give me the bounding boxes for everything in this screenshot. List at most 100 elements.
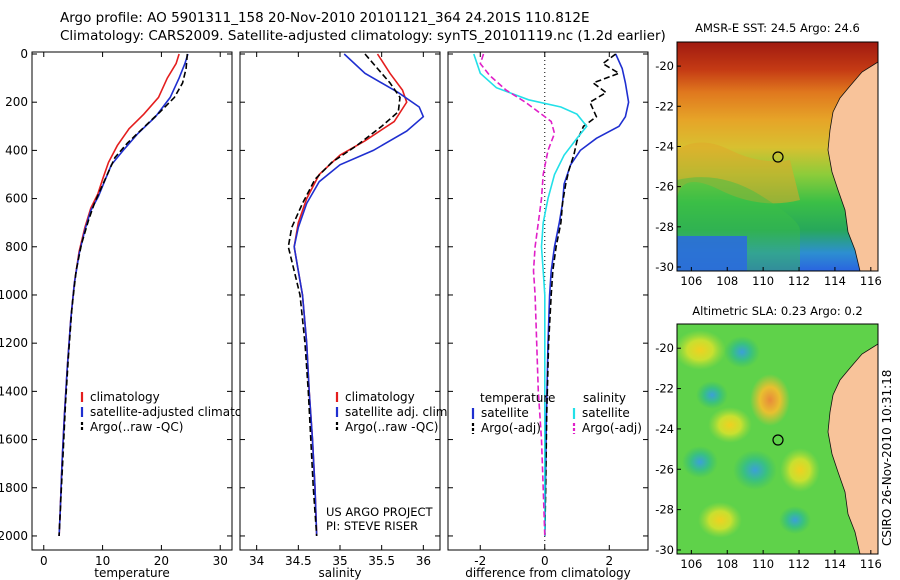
legend-entry: climatology (90, 390, 160, 404)
series-line-3 (287, 53, 401, 537)
map-y-tick-label: -30 (655, 260, 674, 274)
x-tick-label: -2 (474, 554, 486, 568)
x-tick-label: 35 (332, 554, 347, 568)
sla-map (677, 324, 878, 554)
legend-entry: Argo(..raw -QC) (90, 420, 183, 434)
map-y-tick-label: -28 (655, 220, 674, 234)
map-y-tick-label: -24 (655, 139, 674, 153)
x-axis-label: salinity (318, 566, 361, 580)
x-tick-label: 10 (95, 554, 110, 568)
map-x-tick-label: 106 (680, 274, 702, 288)
map-y-tick-label: -30 (655, 543, 674, 557)
y-tick-label: 400 (5, 143, 28, 157)
legend-entry: satellite adj. clim. (345, 405, 451, 419)
map-y-tick-label: -22 (655, 382, 674, 396)
map-y-tick-label: -26 (655, 462, 674, 476)
sla-high-5 (698, 502, 742, 538)
y-tick-label: 1000 (0, 288, 28, 302)
x-tick-label: 35.5 (368, 554, 395, 568)
legend-heading-salinity: salinity (583, 391, 626, 405)
map-y-tick-label: -20 (655, 59, 674, 73)
series-line-2 (293, 53, 425, 537)
map-axes: AMSR-E SST: 24.5 Argo: 24.6 106 108 110 112 1… (655, 21, 882, 288)
map-x-tick-label: 106 (680, 557, 702, 571)
profile-panel-1: 0 10 20 30 0 200 400 600 800 1000 1200 1400 1600 1800… (0, 47, 268, 580)
figure-title-line1: Argo profile: AO 5901311_158 20-Nov-2010… (60, 10, 590, 26)
sla-map-frame (676, 323, 879, 555)
x-tick-label: 0 (40, 554, 48, 568)
map-x-tick-label: 114 (824, 274, 846, 288)
panel-frame (447, 51, 649, 551)
sla-low-2 (733, 450, 777, 490)
panel-annotation: US ARGO PROJECT (326, 505, 434, 519)
sla-high-2 (750, 374, 790, 426)
x-axis-label: difference from climatology (465, 566, 631, 580)
series-line-1 (544, 53, 630, 537)
y-tick-label: 1800 (0, 481, 28, 495)
x-tick-label: 2 (605, 554, 613, 568)
panel-frame (31, 51, 233, 551)
x-tick-label: 34 (249, 554, 264, 568)
sla-high-3 (708, 407, 752, 443)
legend-entry: Argo(..raw -QC) (345, 420, 438, 434)
x-tick-label: 36 (416, 554, 431, 568)
sst-blue-region (677, 236, 747, 271)
legend-heading-temperature: temperature (480, 391, 555, 405)
sla-low-1 (724, 336, 760, 368)
series-line-3 (58, 53, 189, 537)
panel-annotation: PI: STEVE RISER (326, 519, 418, 533)
sst-map-frame (676, 41, 879, 272)
sst-argo-marker (772, 151, 784, 163)
sst-land (827, 61, 878, 271)
y-tick-label: 2000 (0, 529, 28, 543)
x-tick-label: 20 (154, 554, 169, 568)
legend-entry: satellite (481, 406, 529, 420)
legend-entry: Argo(-adj) (582, 421, 642, 435)
sla-high-1 (677, 330, 726, 370)
map-x-tick-label: 114 (824, 557, 846, 571)
x-tick-label: 30 (213, 554, 228, 568)
credit-label: CSIRO 26-Nov-2010 10:31:18 (880, 369, 894, 546)
sla-low-5 (696, 381, 728, 409)
sst-map (677, 42, 878, 271)
profile-panel-2: 34 34.5 35 35.5 36 salinity climatologysatelli… (239, 51, 451, 580)
map-title: AMSR-E SST: 24.5 Argo: 24.6 (695, 21, 860, 35)
legend-entry: satellite (582, 406, 630, 420)
sla-land (827, 343, 878, 554)
y-tick-label: 1600 (0, 433, 28, 447)
map-y-tick-label: -28 (655, 503, 674, 517)
map-x-tick-label: 108 (716, 557, 738, 571)
map-x-tick-label: 108 (716, 274, 738, 288)
x-tick-label: 0 (541, 554, 549, 568)
map-y-tick-label: -22 (655, 99, 674, 113)
y-tick-label: 0 (20, 47, 28, 61)
x-axis-label: temperature (94, 566, 169, 580)
map-x-tick-label: 110 (752, 557, 774, 571)
x-tick-label: 34.5 (285, 554, 312, 568)
series-line-3 (473, 53, 588, 536)
y-tick-label: 1200 (0, 336, 28, 350)
y-tick-label: 200 (5, 95, 28, 109)
legend-entry: climatology (345, 390, 415, 404)
sla-argo-marker (772, 434, 784, 446)
map-x-tick-label: 116 (860, 557, 882, 571)
legend-entry: Argo(-adj) (481, 421, 541, 435)
map-x-tick-label: 116 (860, 274, 882, 288)
sla-high-4 (780, 448, 820, 492)
panel-frame (239, 51, 441, 551)
map-x-tick-label: 110 (752, 274, 774, 288)
map-y-tick-label: -26 (655, 180, 674, 194)
map-axes: Altimetric SLA: 0.23 Argo: 0.2 106 108 110 1… (655, 304, 882, 571)
map-x-tick-label: 112 (788, 557, 810, 571)
series-line-2 (544, 53, 621, 537)
map-title: Altimetric SLA: 0.23 Argo: 0.2 (692, 304, 862, 318)
y-tick-label: 600 (5, 192, 28, 206)
map-x-tick-label: 112 (788, 274, 810, 288)
sla-low-3 (682, 446, 718, 478)
sst-warm-tongue (677, 142, 800, 204)
map-y-tick-label: -20 (655, 341, 674, 355)
figure-title-line2: Climatology: CARS2009. Satellite-adjuste… (60, 28, 666, 44)
y-tick-label: 800 (5, 240, 28, 254)
